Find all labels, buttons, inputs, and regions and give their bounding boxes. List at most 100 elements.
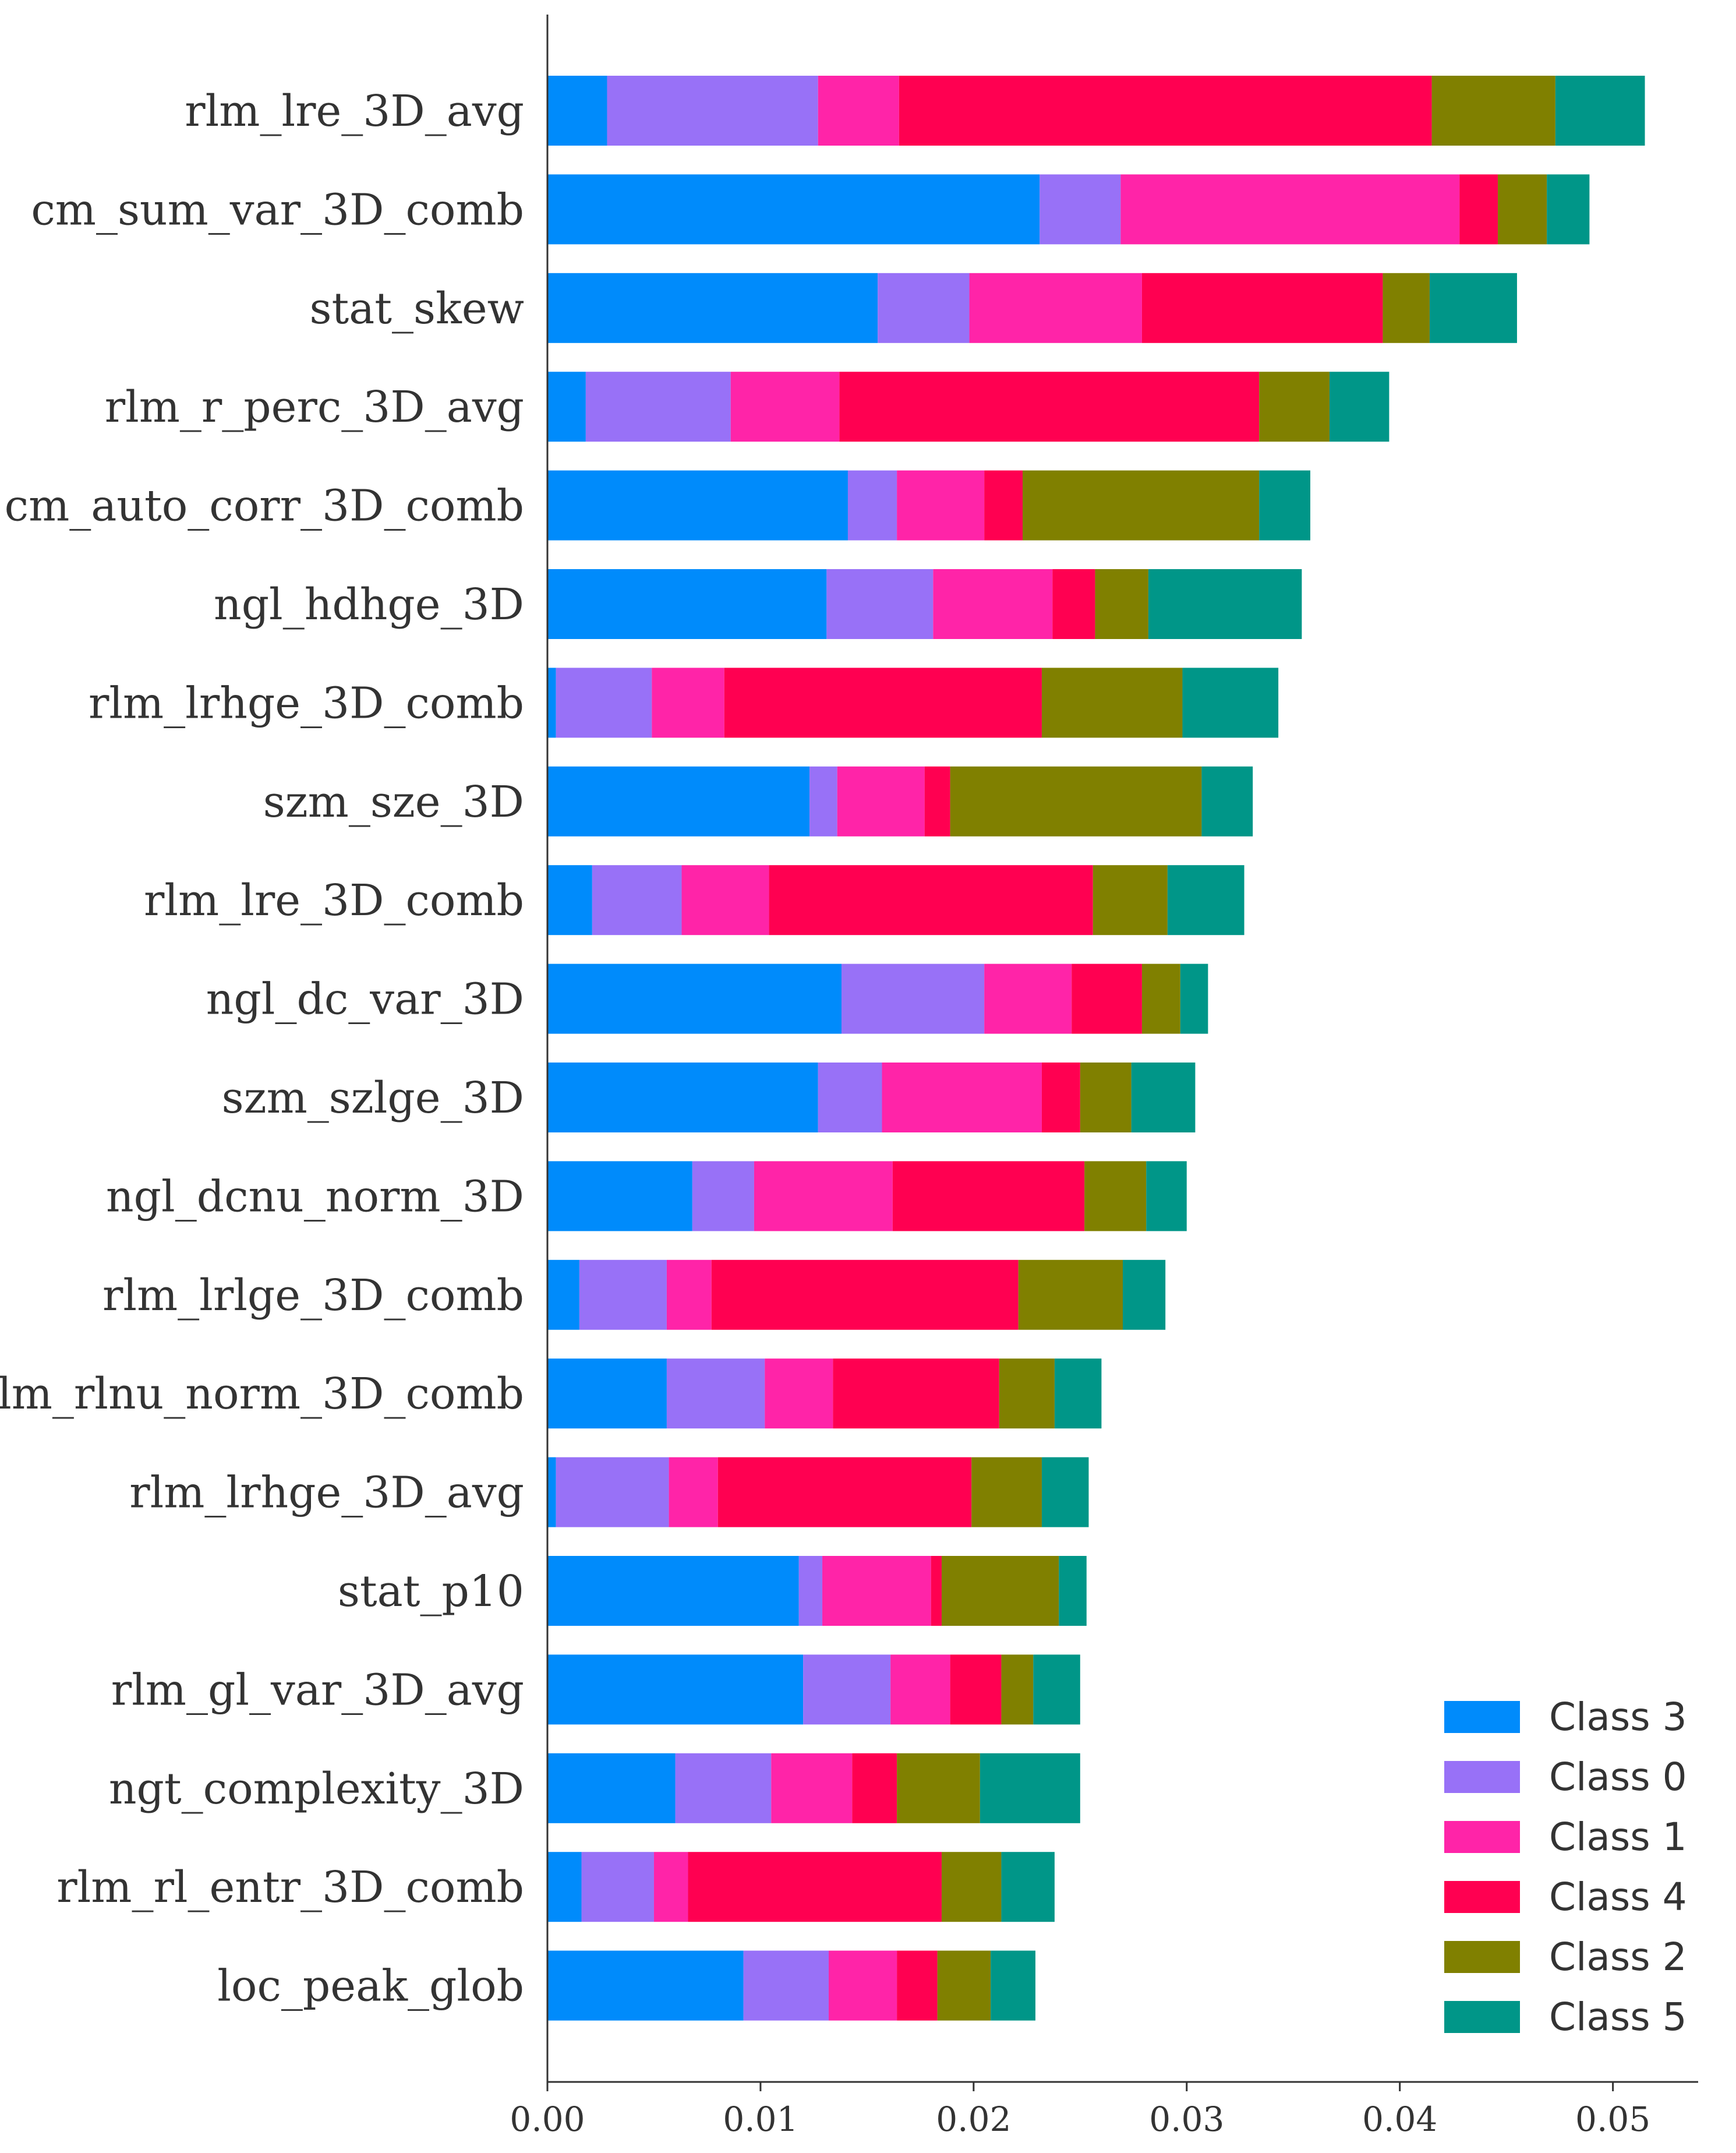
bar-rlm_lrlge_3D_comb-class-2 xyxy=(1018,1259,1123,1330)
bar-loc_peak_glob-class-1 xyxy=(829,1950,897,2021)
legend-swatch-class-2 xyxy=(1444,1941,1520,1973)
bar-stat_skew-class-3 xyxy=(547,273,878,343)
bar-ngl_dc_var_3D-class-5 xyxy=(1180,963,1208,1034)
bar-rlm_lre_3D_avg-class-1 xyxy=(818,76,899,146)
bar-rlm_gl_var_3D_avg-class-0 xyxy=(803,1654,891,1725)
legend-label: Class 2 xyxy=(1549,1935,1687,1979)
bar-rlm_lrhge_3D_avg-class-2 xyxy=(971,1457,1042,1527)
bar-rlm_rlnu_norm_3D_comb-class-5 xyxy=(1054,1358,1102,1429)
category-label: rlm_r_perc_3D_avg xyxy=(105,382,524,432)
bar-cm_auto_corr_3D_comb-class-5 xyxy=(1259,470,1311,541)
category-label: szm_sze_3D xyxy=(263,777,524,827)
category-label: rlm_rl_entr_3D_comb xyxy=(56,1862,524,1912)
bar-rlm_r_perc_3D_avg-class-5 xyxy=(1329,372,1389,442)
category-label: ngl_dc_var_3D xyxy=(206,975,524,1025)
bar-cm_sum_var_3D_comb-class-4 xyxy=(1459,174,1498,245)
bar-rlm_lre_3D_avg-class-3 xyxy=(547,76,607,146)
bar-szm_sze_3D-class-1 xyxy=(837,766,925,837)
bar-rlm_lrhge_3D_avg-class-4 xyxy=(717,1457,972,1527)
bar-rlm_rl_entr_3D_comb-class-1 xyxy=(653,1852,688,1922)
bar-ngl_dcnu_norm_3D-class-4 xyxy=(892,1161,1085,1231)
category-label: rlm_lrhge_3D_comb xyxy=(89,678,524,728)
legend-swatch-class-5 xyxy=(1444,2001,1520,2033)
legend-swatch-class-1 xyxy=(1444,1821,1520,1853)
bar-stat_p10-class-2 xyxy=(941,1556,1059,1626)
bar-cm_sum_var_3D_comb-class-2 xyxy=(1498,174,1547,245)
bar-rlm_r_perc_3D_avg-class-4 xyxy=(839,372,1260,442)
bar-rlm_r_perc_3D_avg-class-2 xyxy=(1259,372,1330,442)
bar-rlm_gl_var_3D_avg-class-4 xyxy=(950,1654,1002,1725)
bar-szm_sze_3D-class-0 xyxy=(809,766,837,837)
bar-rlm_lrhge_3D_comb-class-1 xyxy=(652,668,724,738)
category-label: rlm_gl_var_3D_avg xyxy=(111,1665,524,1715)
bar-rlm_lrhge_3D_comb-class-2 xyxy=(1041,668,1183,738)
bar-ngl_dcnu_norm_3D-class-0 xyxy=(692,1161,754,1231)
bar-ngl_dc_var_3D-class-4 xyxy=(1072,963,1142,1034)
bar-ngl_dc_var_3D-class-2 xyxy=(1141,963,1180,1034)
category-label: ngl_hdhge_3D xyxy=(214,580,524,630)
bar-szm_sze_3D-class-4 xyxy=(924,766,950,837)
bar-loc_peak_glob-class-3 xyxy=(547,1950,744,2021)
bar-szm_szlge_3D-class-0 xyxy=(818,1063,882,1132)
bar-stat_p10-class-0 xyxy=(798,1556,823,1626)
bar-stat_skew-class-1 xyxy=(969,273,1142,343)
bar-cm_auto_corr_3D_comb-class-0 xyxy=(847,470,897,541)
bar-rlm_lre_3D_comb-class-5 xyxy=(1167,865,1244,936)
bar-rlm_rlnu_norm_3D_comb-class-0 xyxy=(666,1358,765,1429)
bar-ngl_dcnu_norm_3D-class-2 xyxy=(1084,1161,1147,1231)
bar-rlm_lre_3D_avg-class-5 xyxy=(1555,76,1645,146)
category-label: rlm_lre_3D_comb xyxy=(144,876,524,926)
bar-szm_szlge_3D-class-4 xyxy=(1041,1063,1080,1132)
legend-label: Class 5 xyxy=(1549,1995,1687,2039)
bar-szm_szlge_3D-class-2 xyxy=(1080,1063,1132,1132)
legend-label: Class 0 xyxy=(1549,1755,1687,1799)
x-tick-label: 0.02 xyxy=(936,2099,1011,2139)
bar-loc_peak_glob-class-0 xyxy=(743,1950,829,2021)
legend-label: Class 1 xyxy=(1549,1815,1687,1859)
legend-swatch-class-0 xyxy=(1444,1761,1520,1793)
legend-swatch-class-3 xyxy=(1444,1701,1520,1733)
category-label: stat_p10 xyxy=(338,1566,524,1616)
bar-cm_auto_corr_3D_comb-class-2 xyxy=(1023,470,1260,541)
legend: Class 3 Class 0 Class 1 Class 4 Class 2 Class… xyxy=(1444,1695,1687,2039)
bar-rlm_lrlge_3D_comb-class-3 xyxy=(547,1259,579,1330)
bar-rlm_lrhge_3D_comb-class-4 xyxy=(724,668,1042,738)
bar-szm_sze_3D-class-5 xyxy=(1201,766,1253,837)
bar-szm_sze_3D-class-2 xyxy=(950,766,1202,837)
category-label: loc_peak_glob xyxy=(217,1961,524,2011)
bar-stat_skew-class-0 xyxy=(878,273,970,343)
bar-rlm_rlnu_norm_3D_comb-class-1 xyxy=(765,1358,833,1429)
bar-cm_auto_corr_3D_comb-class-3 xyxy=(547,470,848,541)
bar-rlm_gl_var_3D_avg-class-3 xyxy=(547,1654,804,1725)
bar-ngt_complexity_3D-class-2 xyxy=(897,1753,980,1823)
x-tick-label: 0.00 xyxy=(510,2099,585,2139)
x-axis-ticks: 0.00 0.01 0.02 0.03 0.04 0.05 xyxy=(510,2082,1650,2139)
category-label: szm_szlge_3D xyxy=(222,1073,524,1123)
bar-ngl_dcnu_norm_3D-class-5 xyxy=(1146,1161,1187,1231)
bar-stat_skew-class-5 xyxy=(1429,273,1517,343)
bar-rlm_lrhge_3D_avg-class-5 xyxy=(1041,1457,1089,1527)
bar-loc_peak_glob-class-2 xyxy=(937,1950,991,2021)
bar-ngt_complexity_3D-class-3 xyxy=(547,1753,676,1823)
bar-loc_peak_glob-class-5 xyxy=(991,1950,1035,2021)
bar-rlm_gl_var_3D_avg-class-1 xyxy=(890,1654,950,1725)
category-label: rlm_lre_3D_avg xyxy=(185,86,524,136)
bar-szm_sze_3D-class-3 xyxy=(547,766,810,837)
bar-rlm_rl_entr_3D_comb-class-3 xyxy=(547,1852,582,1922)
bar-rlm_lre_3D_avg-class-2 xyxy=(1431,76,1555,146)
bar-rlm_lrhge_3D_comb-class-3 xyxy=(547,668,556,738)
bar-rlm_rlnu_norm_3D_comb-class-4 xyxy=(833,1358,999,1429)
bar-ngl_hdhge_3D-class-5 xyxy=(1148,569,1302,639)
bar-rlm_r_perc_3D_avg-class-3 xyxy=(547,372,586,442)
bar-ngl_hdhge_3D-class-1 xyxy=(933,569,1053,639)
category-label: rlm_lrhge_3D_avg xyxy=(129,1468,524,1518)
category-label: rlm_rlnu_norm_3D_comb xyxy=(0,1369,524,1419)
bar-rlm_rl_entr_3D_comb-class-5 xyxy=(1001,1852,1055,1922)
bar-rlm_lrlge_3D_comb-class-0 xyxy=(579,1259,667,1330)
category-label: stat_skew xyxy=(309,284,524,334)
bars-layer xyxy=(547,76,1645,2021)
bar-rlm_rl_entr_3D_comb-class-4 xyxy=(688,1852,942,1922)
bar-ngl_hdhge_3D-class-0 xyxy=(826,569,934,639)
bar-ngl_dcnu_norm_3D-class-3 xyxy=(547,1161,692,1231)
x-tick-label: 0.04 xyxy=(1362,2099,1437,2139)
